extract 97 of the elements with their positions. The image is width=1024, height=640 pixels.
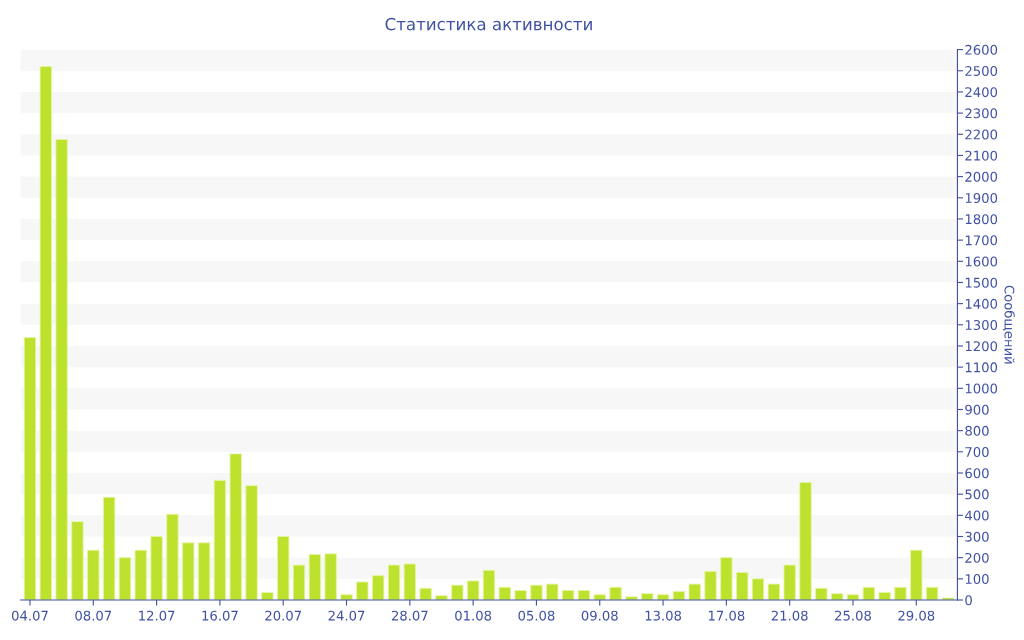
y-tick-label: 2400 (965, 87, 998, 98)
bar (815, 587, 828, 600)
bar (55, 139, 68, 600)
bar (166, 513, 179, 600)
bar (403, 563, 416, 600)
bar (720, 557, 733, 600)
y-tick-label: 700 (965, 447, 989, 458)
bar (799, 482, 812, 600)
bar (261, 592, 274, 600)
bar (134, 549, 147, 600)
bar (926, 586, 939, 600)
bar (783, 564, 796, 600)
bar (197, 542, 211, 600)
bar (87, 549, 100, 600)
bar (182, 542, 195, 600)
bar (751, 578, 765, 600)
bar (118, 557, 132, 600)
bar (292, 564, 306, 600)
chart-title: Статистика активности (385, 17, 592, 31)
y-tick-label: 800 (965, 425, 989, 436)
x-tick-label: 12.07 (139, 610, 175, 621)
bar (894, 586, 907, 600)
bar (435, 595, 448, 600)
bar (229, 453, 242, 600)
y-tick-label: 0 (965, 595, 972, 606)
x-tick-label: 08.07 (75, 610, 112, 621)
bar (878, 592, 891, 600)
x-tick-label: 05.08 (518, 610, 555, 621)
y-tick-label: 1700 (965, 235, 998, 246)
bar (482, 569, 496, 600)
y-tick-label: 1000 (965, 383, 998, 394)
x-tick-label: 21.08 (771, 610, 808, 621)
y-axis-title: Сообщений (1002, 285, 1015, 364)
y-tick-label: 200 (965, 552, 989, 563)
x-tick-label: 01.08 (455, 610, 492, 621)
x-tick-label: 28.07 (391, 610, 428, 621)
bar (625, 596, 638, 600)
bar (245, 485, 258, 600)
y-tick-label: 2500 (965, 65, 998, 76)
bar (498, 586, 511, 600)
bar (213, 479, 227, 600)
x-tick-label: 29.08 (898, 610, 935, 621)
bar (372, 575, 385, 600)
x-tick-label: 04.07 (11, 610, 48, 621)
bar (467, 580, 480, 600)
bar (767, 583, 780, 600)
bar (340, 594, 353, 600)
bar (150, 536, 163, 600)
y-tick-label: 2100 (965, 150, 998, 161)
bar (102, 496, 116, 600)
y-tick-label: 2000 (965, 171, 998, 182)
x-tick-label: 25.08 (835, 610, 871, 621)
y-tick-label: 1100 (965, 362, 998, 373)
bar (71, 521, 84, 600)
x-tick-label: 24.07 (328, 610, 365, 621)
bar (736, 572, 749, 600)
bar (704, 571, 717, 600)
bar (831, 593, 844, 600)
bar (546, 583, 559, 600)
bar (862, 586, 875, 600)
x-tick-label: 09.08 (581, 610, 618, 621)
bar (39, 66, 52, 600)
bar (23, 337, 37, 600)
bar (308, 554, 321, 600)
bar (387, 564, 401, 600)
x-tick-label: 17.08 (708, 610, 745, 621)
y-tick-label: 900 (965, 404, 989, 415)
y-tick-label: 1500 (965, 277, 998, 288)
bar (530, 584, 543, 600)
y-tick-label: 1800 (965, 214, 998, 225)
bar (641, 593, 654, 600)
x-tick-label: 16.07 (202, 610, 238, 621)
y-tick-label: 600 (965, 468, 989, 479)
bar (419, 587, 432, 600)
y-tick-label: 100 (965, 574, 989, 585)
y-tick-label: 1400 (965, 298, 998, 309)
bar (451, 584, 464, 600)
x-tick-label: 13.08 (645, 610, 682, 621)
x-tick-label: 20.07 (265, 610, 301, 621)
y-tick-label: 500 (965, 489, 989, 500)
bar (277, 536, 290, 600)
bar (593, 594, 606, 600)
y-tick-label: 1200 (965, 341, 998, 352)
bar (688, 583, 701, 600)
bar (324, 553, 337, 600)
y-tick-label: 2300 (965, 108, 998, 119)
bar (514, 590, 527, 600)
bar (910, 549, 923, 600)
y-tick-label: 2600 (965, 44, 998, 55)
y-tick-label: 1300 (965, 320, 998, 330)
y-tick-label: 2200 (965, 129, 998, 140)
y-tick-label: 400 (965, 510, 989, 521)
y-tick-label: 1900 (965, 193, 998, 203)
y-tick-label: 1600 (965, 256, 998, 267)
bar (609, 586, 622, 600)
y-tick-label: 300 (965, 531, 989, 542)
bar (356, 581, 369, 600)
